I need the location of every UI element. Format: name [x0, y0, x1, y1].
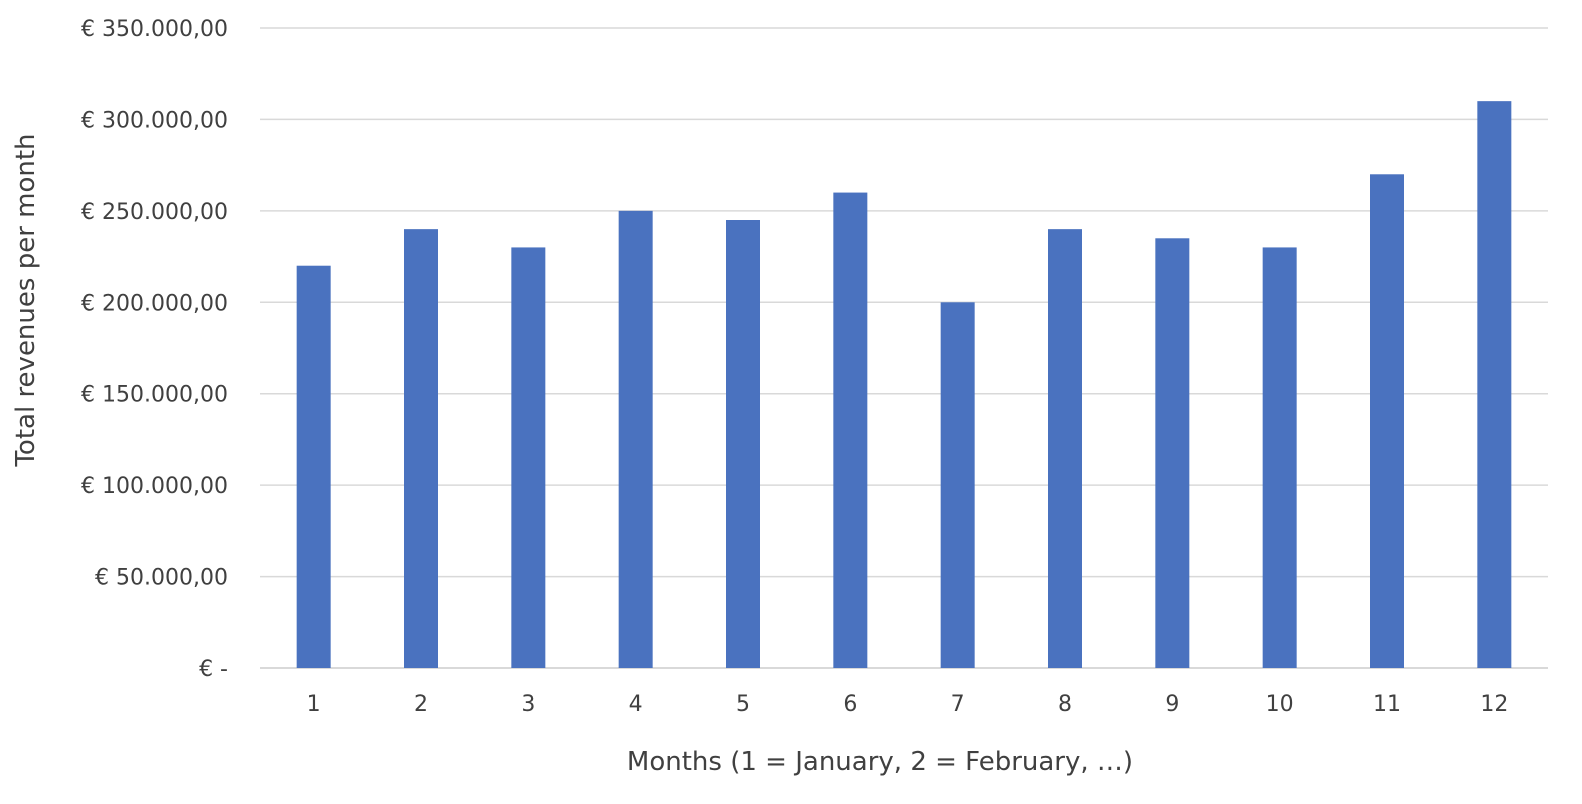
bar-month-12 — [1477, 101, 1512, 668]
bar-month-9 — [1155, 238, 1190, 669]
y-tick-label: € - — [199, 657, 228, 682]
bar-month-5 — [726, 220, 760, 668]
bar-month-4 — [618, 210, 653, 668]
y-tick-label: € 150.000,00 — [81, 383, 228, 408]
bar-month-11 — [1370, 174, 1404, 669]
x-tick-label: 5 — [736, 692, 750, 717]
y-tick-label: € 300.000,00 — [81, 108, 228, 133]
x-tick-label: 7 — [951, 692, 965, 717]
x-tick-label: 2 — [414, 692, 428, 717]
x-tick-label: 8 — [1058, 692, 1072, 717]
x-tick-label: 3 — [521, 692, 535, 717]
y-tick-label: € 100.000,00 — [81, 474, 228, 499]
bar-month-8 — [1048, 229, 1082, 668]
x-tick-label: 12 — [1480, 692, 1508, 717]
x-tick-label: 11 — [1373, 692, 1401, 717]
y-tick-label: € 50.000,00 — [95, 566, 228, 591]
x-tick-label: 1 — [307, 692, 321, 717]
x-axis-ticks: 1 2 3 4 5 6 7 8 9 10 11 12 — [307, 692, 1509, 717]
y-axis-title: Total revenues per month — [11, 133, 41, 467]
bar-month-1 — [296, 265, 331, 668]
y-tick-label: € 250.000,00 — [81, 200, 228, 225]
y-tick-label: € 200.000,00 — [81, 291, 228, 316]
bar-month-3 — [511, 247, 546, 668]
x-tick-label: 6 — [843, 692, 857, 717]
x-tick-label: 10 — [1266, 692, 1294, 717]
y-tick-label: € 350.000,00 — [81, 17, 228, 42]
gridlines — [260, 27, 1548, 669]
bar-month-10 — [1262, 247, 1297, 668]
x-axis-title: Months (1 = January, 2 = February, …) — [627, 747, 1133, 777]
bars — [296, 101, 1512, 669]
x-tick-label: 9 — [1165, 692, 1179, 717]
bar-month-7 — [940, 302, 975, 668]
y-axis-ticks: € - € 50.000,00 € 100.000,00 € 150.000,00 € … — [81, 17, 228, 682]
x-tick-label: 4 — [629, 692, 643, 717]
bar-month-2 — [404, 229, 438, 668]
bar-month-6 — [833, 192, 868, 669]
